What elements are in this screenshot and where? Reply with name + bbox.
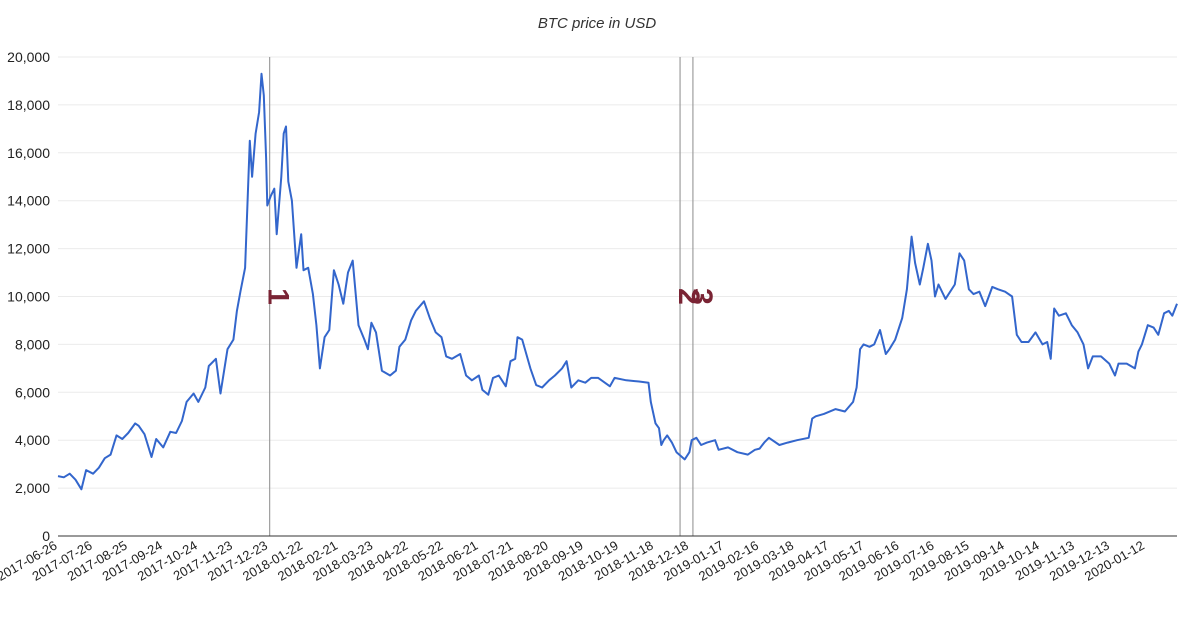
y-tick-label: 0 (42, 528, 50, 544)
y-tick-label: 6,000 (15, 384, 50, 400)
annotation-label: 3 (685, 288, 718, 305)
annotation-label: 2 (672, 288, 705, 305)
y-tick-label: 12,000 (7, 241, 50, 257)
y-tick-label: 4,000 (15, 432, 50, 448)
y-tick-label: 2,000 (15, 480, 50, 496)
x-axis-ticks: 2017-06-262017-07-262017-08-252017-09-24… (0, 538, 1147, 584)
y-tick-label: 10,000 (7, 289, 50, 305)
annotation-labels: 1 23 (262, 288, 718, 305)
y-tick-label: 18,000 (7, 97, 50, 113)
y-tick-label: 8,000 (15, 336, 50, 352)
y-axis-ticks: 0 2,000 4,000 6,000 8,000 10,000 12,000 14,000 1… (7, 49, 50, 544)
gridlines (58, 56, 1177, 489)
y-tick-label: 14,000 (7, 193, 50, 209)
annotation-label: 1 (262, 288, 295, 305)
series-line (57, 72, 1178, 491)
series-layer (57, 72, 1178, 491)
y-tick-label: 16,000 (7, 145, 50, 161)
chart-title: BTC price in USD (538, 15, 657, 32)
y-tick-label: 20,000 (7, 49, 50, 65)
